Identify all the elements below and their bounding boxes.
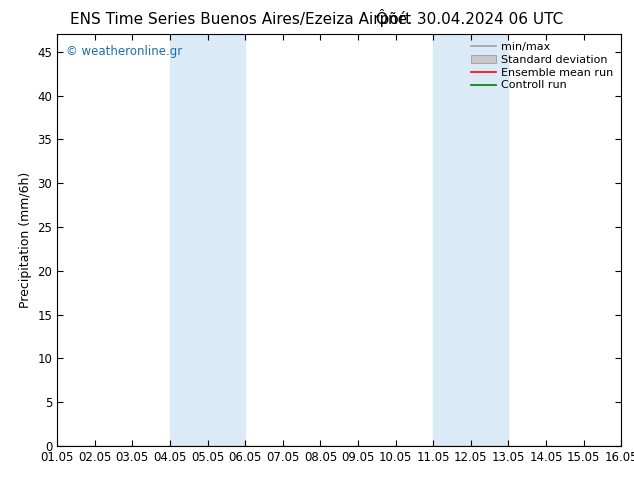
Y-axis label: Precipitation (mm/6h): Precipitation (mm/6h) [19, 172, 32, 308]
Bar [170, 34, 245, 446]
Text: Ôñé. 30.04.2024 06 UTC: Ôñé. 30.04.2024 06 UTC [375, 12, 563, 27]
Text: © weatheronline.gr: © weatheronline.gr [65, 45, 182, 58]
Bar [433, 34, 508, 446]
Legend: min/max, Standard deviation, Ensemble mean run, Controll run: min/max, Standard deviation, Ensemble me… [469, 40, 616, 93]
Text: ENS Time Series Buenos Aires/Ezeiza Airport: ENS Time Series Buenos Aires/Ezeiza Airp… [70, 12, 411, 27]
